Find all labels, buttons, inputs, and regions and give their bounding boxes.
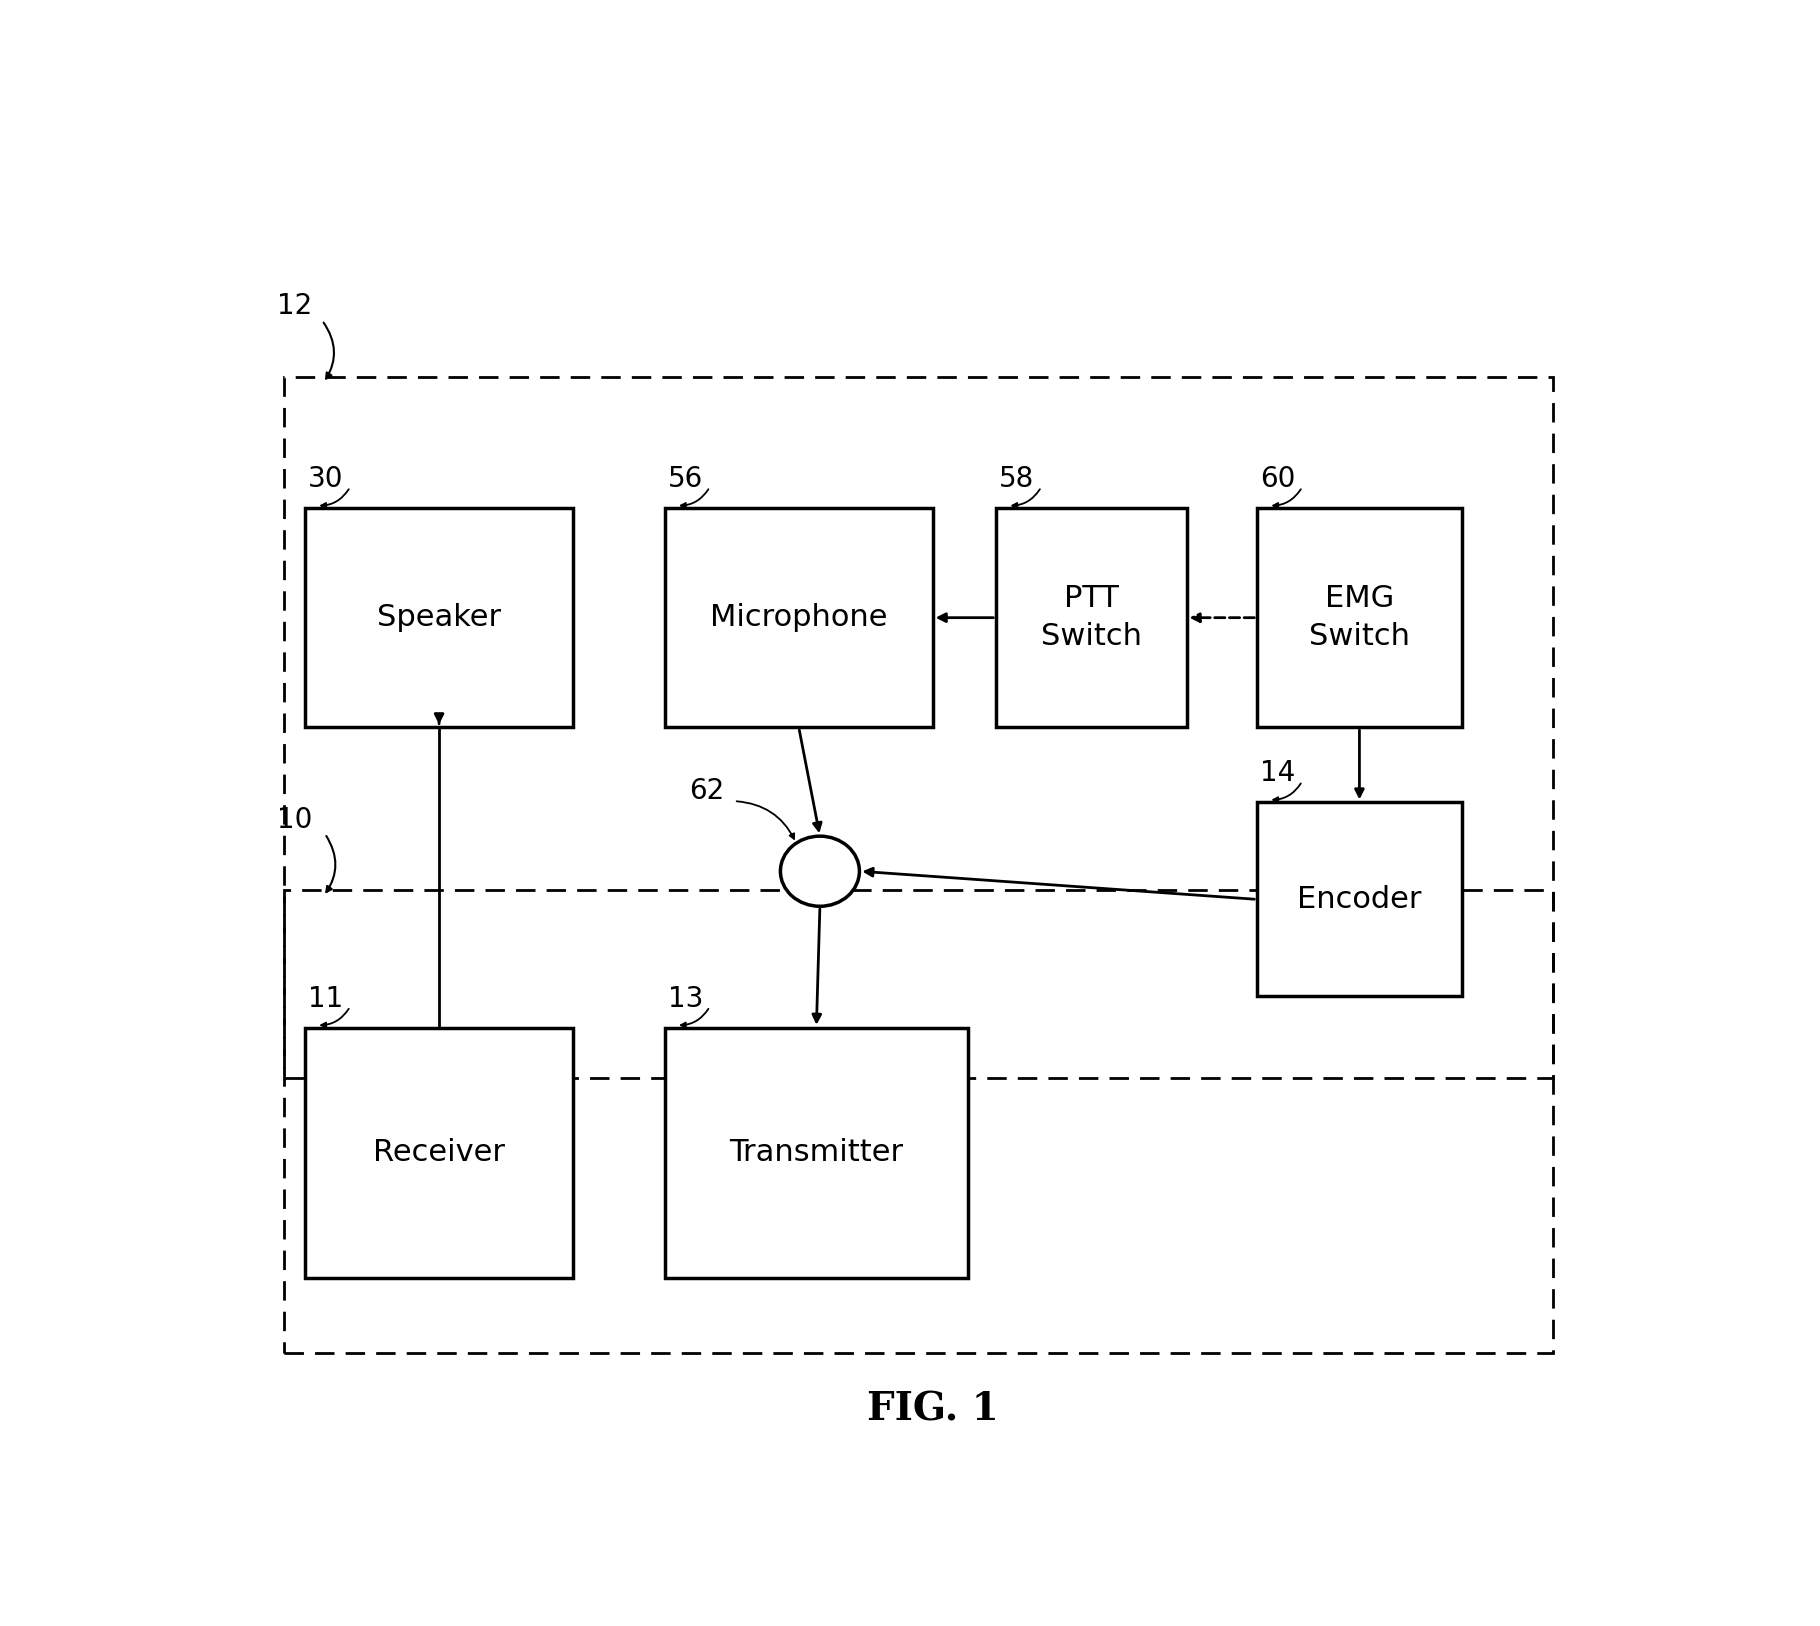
Text: 60: 60 — [1259, 465, 1296, 493]
Circle shape — [781, 836, 859, 906]
Bar — [664, 1028, 968, 1278]
Bar — [664, 509, 932, 727]
Text: 12: 12 — [277, 293, 311, 320]
Text: 10: 10 — [277, 805, 313, 834]
Bar — [1258, 802, 1461, 997]
Bar — [306, 1028, 573, 1278]
Bar — [306, 509, 573, 727]
Text: FIG. 1: FIG. 1 — [866, 1390, 999, 1429]
Text: 30: 30 — [308, 465, 344, 493]
Bar — [284, 377, 1554, 1078]
Text: 14: 14 — [1259, 759, 1296, 787]
Bar — [1258, 509, 1461, 727]
Bar — [284, 889, 1554, 1353]
Text: 58: 58 — [999, 465, 1034, 493]
Bar — [996, 509, 1187, 727]
Text: Transmitter: Transmitter — [730, 1138, 903, 1167]
Text: 13: 13 — [668, 985, 703, 1013]
Text: 62: 62 — [688, 777, 724, 805]
Text: PTT
Switch: PTT Switch — [1041, 584, 1141, 652]
Text: Encoder: Encoder — [1298, 885, 1421, 914]
Text: 56: 56 — [668, 465, 703, 493]
Text: Receiver: Receiver — [373, 1138, 506, 1167]
Text: Microphone: Microphone — [710, 603, 888, 633]
Text: EMG
Switch: EMG Switch — [1309, 584, 1410, 652]
Text: Speaker: Speaker — [377, 603, 501, 633]
Text: 11: 11 — [308, 985, 344, 1013]
